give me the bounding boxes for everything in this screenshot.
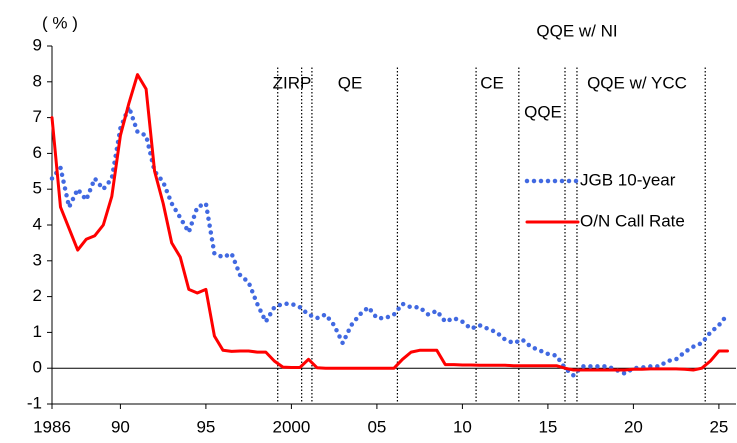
x-tick-label: 25: [709, 417, 728, 436]
x-tick-label: 95: [196, 417, 215, 436]
y-tick-label: 4: [33, 214, 42, 233]
series-line: [49, 104, 730, 378]
y-tick-label: 0: [33, 358, 42, 377]
annotation: QQE w/ NI: [536, 21, 617, 40]
y-tick-label: 2: [33, 286, 42, 305]
y-tick-label: 8: [33, 71, 42, 90]
annotation: CE: [480, 73, 504, 92]
series-line: [50, 73, 729, 372]
legend-label: O/N Call Rate: [580, 211, 685, 230]
legend-label: JGB 10-year: [580, 170, 676, 189]
x-tick-label: 10: [453, 417, 472, 436]
y-tick-label: 3: [33, 250, 42, 269]
x-tick-label: 15: [538, 417, 557, 436]
y-tick-label: -1: [27, 393, 42, 412]
x-tick-label: 2000: [272, 417, 310, 436]
annotation: QE: [338, 73, 363, 92]
annotation: QQE w/ YCC: [587, 73, 687, 92]
y-tick-label: 6: [33, 143, 42, 162]
y-tick-label: 1: [33, 322, 42, 341]
x-tick-label: 20: [624, 417, 643, 436]
annotation: ZIRP: [273, 73, 312, 92]
y-axis-label: ( % ): [42, 13, 78, 32]
x-tick-label: 1986: [33, 417, 71, 436]
x-tick-label: 90: [111, 417, 130, 436]
y-tick-label: 7: [33, 107, 42, 126]
y-tick-label: 9: [33, 35, 42, 54]
y-tick-label: 5: [33, 179, 42, 198]
x-tick-label: 05: [367, 417, 386, 436]
annotation: QQE: [524, 102, 562, 121]
